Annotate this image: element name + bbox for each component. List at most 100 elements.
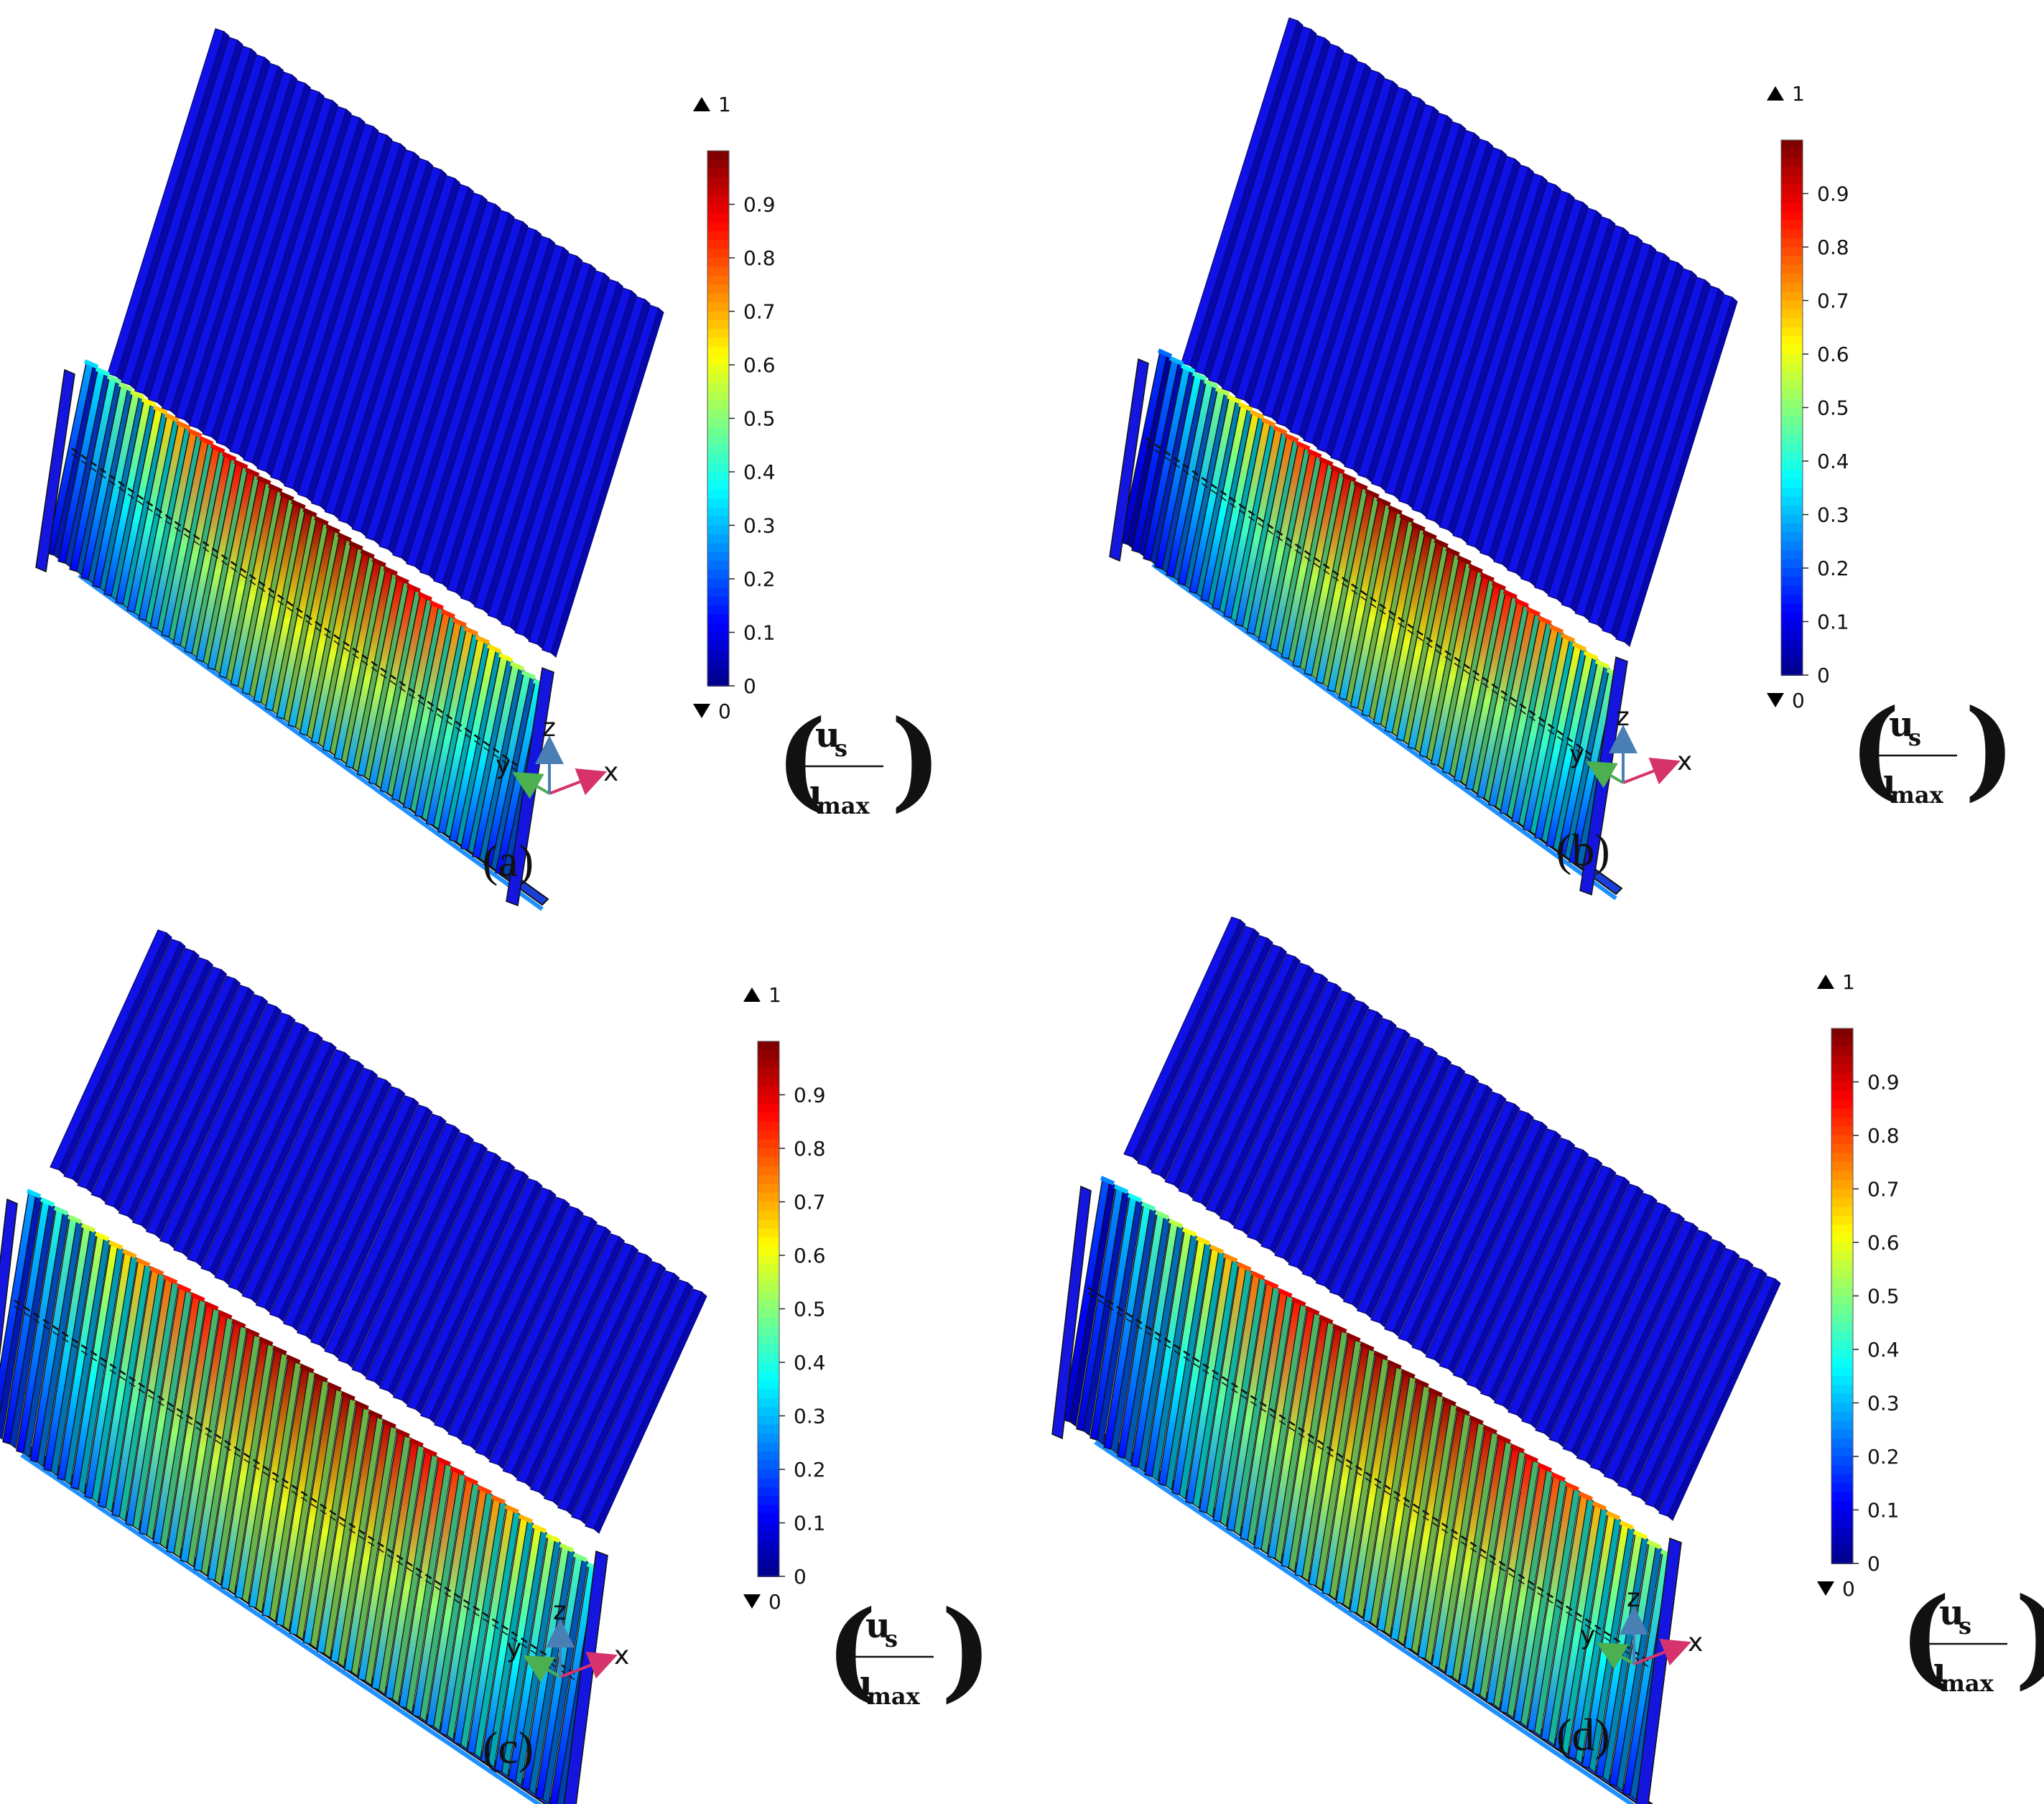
colorbar-segment bbox=[1831, 1233, 1853, 1243]
front-fin-top bbox=[199, 436, 214, 446]
colorbar-segment bbox=[1781, 523, 1803, 534]
fraction-denominator-sub: max bbox=[1941, 1670, 1994, 1697]
front-fin-top bbox=[348, 541, 363, 551]
back-fin-side bbox=[1284, 80, 1398, 432]
colorbar-segment bbox=[1781, 256, 1803, 266]
front-fin-top bbox=[1605, 1510, 1621, 1520]
colorbar-segment bbox=[1831, 1064, 1853, 1074]
fraction-denominator: u bbox=[1921, 1650, 1946, 1691]
front-fin-top bbox=[106, 374, 122, 384]
fraction-denominator-sub: max bbox=[817, 792, 870, 819]
front-fin-top bbox=[80, 1222, 96, 1233]
colorbar-segment bbox=[1781, 167, 1803, 177]
colorbar-segment bbox=[1831, 1082, 1853, 1092]
front-fin-top bbox=[1548, 624, 1564, 634]
colorbar-segment bbox=[707, 409, 729, 419]
back-fin-side bbox=[1474, 1149, 1589, 1392]
back-fin-side bbox=[1337, 1057, 1452, 1301]
back-fin-side bbox=[126, 978, 241, 1221]
y-axis-label: y bbox=[496, 750, 511, 780]
colorbar-segment bbox=[1781, 247, 1803, 257]
colorbar-segment bbox=[707, 329, 729, 339]
colorbar-segment bbox=[1781, 282, 1803, 293]
front-fin-top bbox=[491, 1494, 506, 1505]
back-fin-side bbox=[1612, 1241, 1727, 1484]
axes-triad-c: x y z bbox=[506, 1596, 629, 1683]
front-fin-top bbox=[1551, 1472, 1566, 1482]
colorbar-c: 0.9 0.8 0.7 0.6 0.5 0.4 0.3 0.2 0.1 0 1 0 bbox=[743, 983, 826, 1614]
colorbar-segment bbox=[1831, 1429, 1853, 1440]
colorbar-tick-label: 0.8 bbox=[1867, 1124, 1900, 1148]
back-fin-side bbox=[1393, 1094, 1507, 1337]
front-fin-top bbox=[1632, 1530, 1648, 1540]
colorbar-segment bbox=[707, 552, 729, 562]
colorbar-segment bbox=[1781, 407, 1803, 417]
front-fin-top bbox=[1646, 1539, 1662, 1550]
front-fin-top bbox=[1578, 1491, 1594, 1502]
back-fin-side bbox=[1447, 1131, 1562, 1374]
colorbar-segment bbox=[1781, 595, 1803, 605]
back-fin-side bbox=[428, 229, 542, 580]
colorbar-segment bbox=[1831, 1554, 1853, 1564]
colorbar-segment bbox=[758, 1478, 779, 1488]
colorbar-segment bbox=[1831, 1028, 1853, 1038]
back-fin-side bbox=[1530, 1186, 1644, 1429]
colorbar-segment bbox=[1781, 193, 1803, 203]
front-fin-top bbox=[337, 532, 352, 542]
colorbar-segment bbox=[1831, 1376, 1853, 1386]
back-fin-side bbox=[72, 941, 186, 1184]
colorbar-segment bbox=[1781, 488, 1803, 498]
colorbar-segment bbox=[1781, 478, 1803, 489]
colorbar-segment bbox=[1781, 434, 1803, 445]
colorbar-segment bbox=[707, 480, 729, 490]
base-plate-edge bbox=[1151, 562, 1617, 901]
front-fin-top bbox=[545, 1533, 561, 1543]
colorbar-segment bbox=[758, 1246, 779, 1256]
front-fin-top bbox=[1434, 538, 1449, 549]
front-fin-top bbox=[1422, 530, 1437, 540]
back-fin-side bbox=[1502, 218, 1616, 569]
colorbar-segment bbox=[1831, 1456, 1853, 1466]
front-fin-top bbox=[1571, 641, 1587, 652]
colorbar-segment bbox=[758, 1567, 779, 1577]
colorbar-b: 0.9 0.8 0.7 0.6 0.5 0.4 0.3 0.2 0.1 0 1 0 bbox=[1767, 82, 1849, 712]
colorbar-segment bbox=[758, 1433, 779, 1443]
base-plate-edge bbox=[78, 573, 544, 911]
back-fin-side bbox=[1557, 1204, 1671, 1448]
colorbar-segment bbox=[707, 632, 729, 642]
colorbar-segment bbox=[1781, 354, 1803, 364]
fraction-denominator-sub: max bbox=[867, 1683, 921, 1710]
front-fin-top bbox=[1319, 1314, 1334, 1325]
front-fin-top bbox=[1261, 417, 1276, 427]
max-marker-icon bbox=[693, 97, 710, 111]
y-axis-arrow bbox=[512, 771, 551, 799]
colorbar-segment bbox=[1781, 292, 1803, 302]
colorbar-segment bbox=[758, 1308, 779, 1319]
back-fin-side bbox=[1516, 1177, 1630, 1420]
front-fin-top bbox=[1296, 440, 1311, 451]
colorbar-segment bbox=[1831, 1037, 1853, 1047]
colorbar-segment bbox=[707, 472, 729, 482]
colorbar-segment bbox=[707, 382, 729, 393]
back-fin-side bbox=[524, 1245, 639, 1488]
back-fin-side bbox=[1228, 983, 1342, 1227]
front-fin-top bbox=[1400, 1369, 1416, 1379]
colorbar-segment bbox=[1781, 639, 1803, 649]
fraction-numerator-sub: s bbox=[1959, 1612, 1971, 1640]
colorbar-segment bbox=[707, 418, 729, 428]
plate-geometry-c bbox=[0, 929, 707, 1804]
back-fin-side bbox=[387, 1153, 502, 1396]
colorbar-segment bbox=[1781, 657, 1803, 667]
front-fin-top bbox=[245, 467, 260, 478]
colorbar-segment bbox=[1781, 559, 1803, 569]
right-paren: ) bbox=[891, 697, 942, 823]
front-fin-top bbox=[26, 1189, 42, 1199]
colorbar-segment bbox=[1781, 211, 1803, 221]
colorbar-tick-label: 0.1 bbox=[1817, 610, 1849, 634]
back-fin-side bbox=[58, 932, 172, 1175]
right-paren: ) bbox=[2015, 1574, 2044, 1701]
front-fin-top bbox=[95, 366, 111, 377]
colorbar-segment bbox=[758, 1184, 779, 1194]
rod-line bbox=[1087, 1286, 1649, 1662]
